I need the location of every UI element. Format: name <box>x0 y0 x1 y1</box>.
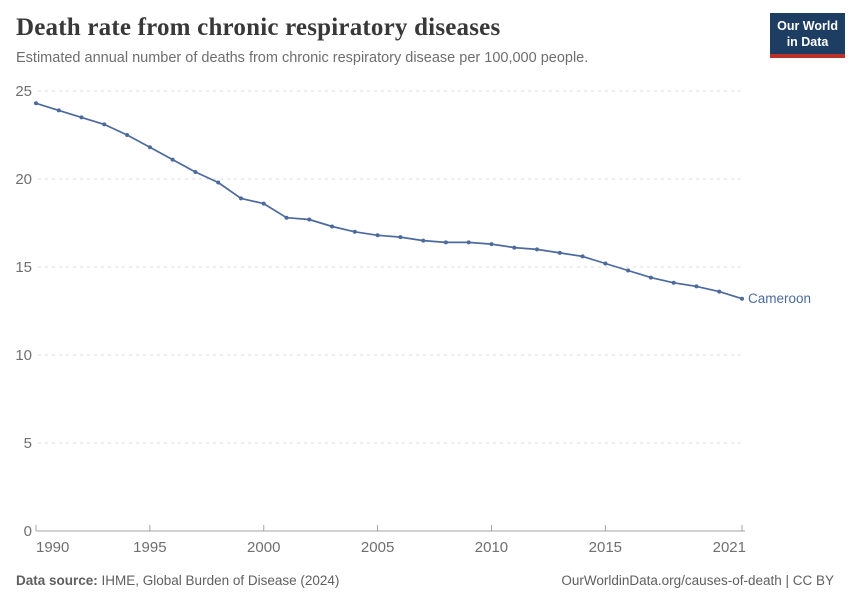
y-tick-label: 0 <box>24 523 32 540</box>
data-point <box>557 250 562 255</box>
data-point <box>535 247 539 252</box>
data-point <box>603 261 608 266</box>
data-point <box>626 268 631 273</box>
data-source: Data source: IHME, Global Burden of Dise… <box>16 573 339 588</box>
data-point <box>307 217 312 222</box>
data-point <box>34 101 38 106</box>
data-source-label: Data source: <box>16 573 98 588</box>
x-tick-label: 2005 <box>361 539 394 556</box>
data-line <box>35 102 743 300</box>
data-point <box>717 289 722 294</box>
owid-logo-line1: Our World <box>777 19 838 33</box>
chart-subtitle: Estimated annual number of deaths from c… <box>16 49 589 66</box>
data-point <box>261 201 266 206</box>
data-point <box>56 108 61 113</box>
y-tick-label: 15 <box>15 259 32 276</box>
y-tick-label: 5 <box>24 435 32 452</box>
data-point <box>102 122 107 127</box>
data-point <box>671 280 676 285</box>
data-point <box>284 215 289 220</box>
data-point <box>694 284 699 289</box>
x-tick-label: 1990 <box>36 539 69 556</box>
data-point <box>170 157 175 162</box>
y-tick-label: 20 <box>15 171 32 188</box>
line-chart-canvas[interactable]: 0 5 10 15 20 25 1990 1995 2000 2005 2010 2015 2021 Ca… <box>0 80 850 570</box>
owid-logo[interactable]: Our World in Data <box>770 13 845 58</box>
x-tick-label: 2000 <box>247 539 280 556</box>
x-tick-label: 2015 <box>589 539 622 556</box>
data-point <box>147 145 152 150</box>
chart-header: Death rate from chronic respiratory dise… <box>0 0 850 67</box>
data-point <box>648 275 653 280</box>
data-point <box>512 245 517 250</box>
data-point <box>740 296 744 301</box>
data-point <box>443 240 448 245</box>
credit-link[interactable]: OurWorldinData.org/causes-of-death | CC … <box>561 573 834 588</box>
data-point <box>79 115 84 120</box>
data-point <box>330 224 335 229</box>
y-tick-label: 25 <box>15 83 32 100</box>
x-tick-label: 2021 <box>713 539 746 556</box>
chart-title: Death rate from chronic respiratory dise… <box>16 14 501 41</box>
owid-logo-line2: in Data <box>786 35 829 49</box>
data-point <box>489 242 494 247</box>
data-point <box>352 229 357 234</box>
chart-footer: Data source: IHME, Global Burden of Dise… <box>0 573 850 588</box>
y-tick-label: 10 <box>15 347 32 364</box>
data-point <box>398 235 403 240</box>
x-tick-label: 2010 <box>475 539 508 556</box>
data-source-text: IHME, Global Burden of Disease (2024) <box>97 573 340 588</box>
data-point <box>193 170 198 174</box>
data-point <box>375 233 380 238</box>
data-point <box>421 238 426 243</box>
x-tick-label: 1995 <box>133 539 166 556</box>
data-point <box>580 254 585 259</box>
data-point <box>125 133 130 137</box>
series-end-label: Cameroon <box>748 291 811 306</box>
data-point <box>466 240 471 245</box>
data-point <box>239 196 243 201</box>
data-point <box>216 180 221 185</box>
